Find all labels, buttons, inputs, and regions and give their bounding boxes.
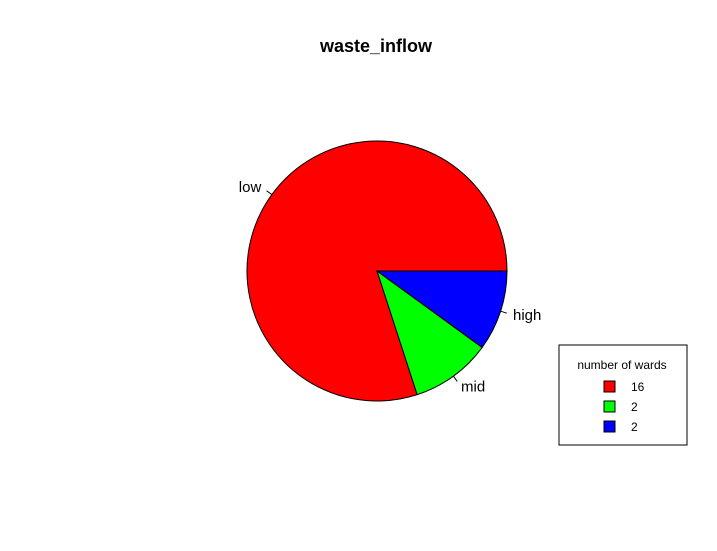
legend-entry-1: 2 [631, 400, 638, 414]
legend: number of wards 16 2 2 [558, 344, 688, 446]
chart-title: waste_inflow [319, 36, 433, 56]
slice-label-leaders [266, 190, 507, 382]
legend-swatch-2 [603, 420, 616, 433]
legend-swatch-0 [603, 380, 616, 393]
legend-entry-0: 16 [631, 380, 645, 394]
pie-slice-mid [376, 269, 483, 396]
pie-slices [246, 140, 508, 402]
legend-box [558, 344, 688, 446]
leader-line-high [500, 310, 507, 314]
slice-label-low: low [239, 179, 262, 196]
leader-line-low [266, 190, 273, 195]
slice-label-high: high [513, 307, 541, 324]
legend-entry-2: 2 [631, 420, 638, 434]
slice-label-mid: mid [461, 379, 485, 396]
legend-swatch-1 [603, 400, 616, 413]
pie-slice-high [375, 270, 508, 349]
leader-line-mid [453, 375, 458, 382]
legend-title: number of wards [577, 358, 666, 372]
slice-labels: low mid high [239, 179, 542, 396]
